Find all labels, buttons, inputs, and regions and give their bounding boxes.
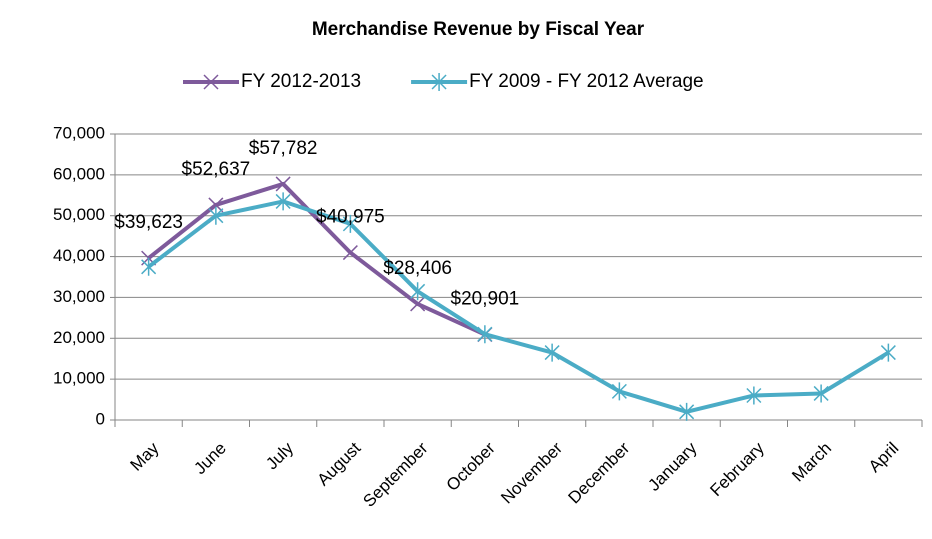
chart-title: Merchandise Revenue by Fiscal Year: [312, 19, 645, 40]
marker: [410, 282, 426, 301]
x-tick-label: August: [314, 438, 365, 489]
legend-item: FY 2009 - FY 2012 Average: [411, 71, 704, 92]
x-tick-label: March: [788, 439, 835, 486]
legend-label: FY 2012-2013: [241, 71, 361, 92]
data-label: $39,623: [114, 212, 183, 233]
marker: [611, 382, 627, 401]
x-tick-label: October: [443, 438, 499, 494]
x-tick-label: January: [644, 438, 701, 495]
series-line: [147, 181, 486, 337]
x-tick-label: December: [564, 438, 633, 507]
y-tick-label: 50,000: [53, 205, 105, 224]
x-tick-label: May: [126, 438, 162, 474]
marker: [342, 214, 358, 233]
marker: [477, 325, 493, 344]
marker: [342, 245, 358, 261]
marker: [746, 386, 762, 405]
x-tick-label: June: [190, 439, 230, 479]
x-tick-label: April: [865, 439, 902, 476]
data-label: $57,782: [249, 138, 318, 159]
x-tick-label: July: [262, 438, 297, 473]
data-label: $52,637: [182, 159, 251, 180]
y-tick-label: 60,000: [53, 164, 105, 183]
marker: [679, 402, 695, 421]
marker: [410, 296, 426, 312]
legend-item: FY 2012-2013: [183, 71, 361, 92]
marker: [208, 197, 224, 213]
y-tick-label: 40,000: [53, 246, 105, 265]
y-tick-label: 30,000: [53, 287, 105, 306]
x-tick-label: September: [359, 438, 431, 510]
y-tick-label: 0: [96, 409, 105, 428]
marker: [141, 257, 157, 276]
x-tick-label: November: [497, 438, 566, 507]
data-label: $28,406: [383, 258, 452, 279]
marker: [275, 192, 291, 211]
y-tick-label: 70,000: [53, 123, 105, 142]
y-tick-label: 10,000: [53, 369, 105, 388]
series-line: [147, 199, 890, 414]
y-tick-label: 20,000: [53, 328, 105, 347]
marker: [544, 343, 560, 362]
marker: [880, 343, 896, 362]
data-label: $40,975: [316, 207, 385, 228]
marker: [813, 384, 829, 403]
marker: [431, 73, 447, 91]
marker: [275, 176, 291, 192]
x-tick-label: February: [706, 438, 768, 500]
marker: [203, 74, 219, 90]
data-label: $20,901: [451, 289, 520, 310]
marker: [208, 206, 224, 225]
legend-label: FY 2009 - FY 2012 Average: [469, 71, 704, 92]
